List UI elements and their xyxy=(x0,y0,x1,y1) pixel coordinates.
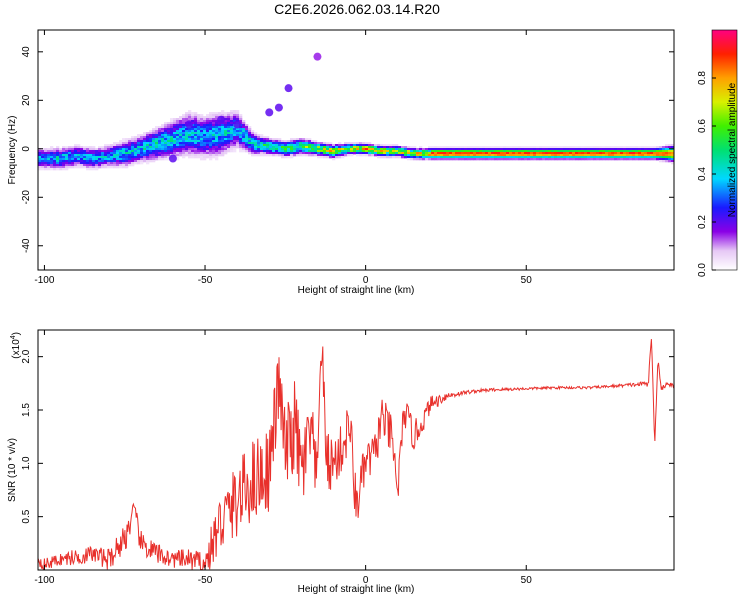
snr-ytick-label: 1.5 xyxy=(21,403,32,417)
snr-series xyxy=(38,339,674,570)
snr-axes: -100 -50 0 50 0.5 1.0 1.5 2.0 xyxy=(21,330,674,586)
spectrogram-axes: -100 -50 0 50 -40 -20 0 20 40 xyxy=(21,30,674,286)
snr-multiplier: (x104) xyxy=(10,332,22,359)
svg-text:(x104): (x104) xyxy=(10,332,22,359)
snr-panel: -100 -50 0 50 0.5 1.0 1.5 2.0 Height of straigh… xyxy=(7,329,675,595)
colorbar-tick-label: 0.0 xyxy=(697,263,708,277)
colorbar-ticks: 0.0 0.2 0.4 0.6 0.8 xyxy=(697,71,716,277)
spectrogram-heatmap xyxy=(38,52,674,171)
spectrogram-ytick-label: -40 xyxy=(21,238,32,253)
snr-ytick-label: 2.0 xyxy=(21,349,32,363)
snr-xtick-label: 50 xyxy=(521,575,533,586)
snr-multiplier-exp: 4 xyxy=(10,335,17,339)
spectrogram-xtick-label: -50 xyxy=(198,275,213,286)
spectrogram-ytick-label: -20 xyxy=(21,190,32,205)
spectrogram-xtick-label: 50 xyxy=(521,275,533,286)
snr-ytick-label: 0.5 xyxy=(21,509,32,523)
spectrogram-xtick-label: -100 xyxy=(34,275,54,286)
colorbar-gradient xyxy=(711,29,738,271)
spectrogram-ytick-label: 40 xyxy=(21,46,32,58)
snr-xtick-label: -50 xyxy=(198,575,213,586)
snr-line xyxy=(38,339,674,570)
snr-xtick-label: 0 xyxy=(363,575,369,586)
spectrogram-frame xyxy=(37,29,675,271)
colorbar-tick-label: 0.4 xyxy=(697,167,708,181)
snr-xtick-label: -100 xyxy=(34,575,54,586)
snr-frame xyxy=(37,329,675,571)
colorbar-tick-label: 0.8 xyxy=(697,71,708,85)
snr-ytick-label: 1.0 xyxy=(21,456,32,470)
spectrogram-xtick-label: 0 xyxy=(363,275,369,286)
spectrogram-ylabel: Frequency (Hz) xyxy=(7,116,18,185)
snr-xlabel: Height of straight line (km) xyxy=(298,584,415,595)
snr-multiplier-base: (x10 xyxy=(11,339,22,359)
colorbar-tick-label: 0.6 xyxy=(697,119,708,133)
colorbar: 0.0 0.2 0.4 0.6 0.8 Normalized spectral ampl… xyxy=(697,29,738,277)
snr-ylabel: SNR (10 * v/v) xyxy=(7,438,18,502)
spectrogram-ytick-label: 20 xyxy=(21,94,32,106)
spectrogram-panel: -100 -50 0 50 -40 -20 0 20 40 Height of straight… xyxy=(7,29,675,296)
chart-title: C2E6.2026.062.03.14.R20 xyxy=(274,1,440,17)
colorbar-label: Normalized spectral amplitude xyxy=(727,82,738,217)
spectrogram-ytick-label: 0 xyxy=(21,146,32,152)
spectrogram-xlabel: Height of straight line (km) xyxy=(298,285,415,296)
colorbar-tick-label: 0.2 xyxy=(697,215,708,229)
